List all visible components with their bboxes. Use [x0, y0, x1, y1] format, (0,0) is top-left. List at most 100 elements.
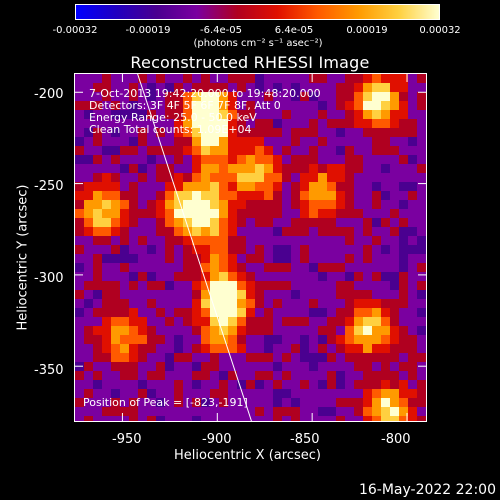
- heatmap-cell: [192, 173, 201, 182]
- heatmap-cell: [75, 416, 84, 421]
- heatmap-cell: [318, 128, 327, 137]
- heatmap-cell: [417, 101, 426, 110]
- heatmap-cell: [210, 290, 219, 299]
- heatmap-cell: [192, 146, 201, 155]
- heatmap-cell: [219, 335, 228, 344]
- heatmap-cell: [381, 182, 390, 191]
- heatmap-cell: [264, 371, 273, 380]
- heatmap-cell: [408, 236, 417, 245]
- heatmap-cell: [237, 380, 246, 389]
- heatmap-cell: [102, 155, 111, 164]
- heatmap-cell: [138, 92, 147, 101]
- heatmap-cell: [138, 200, 147, 209]
- heatmap-cell: [318, 353, 327, 362]
- heatmap-cell: [102, 92, 111, 101]
- heatmap-cell: [390, 290, 399, 299]
- heatmap-cell: [291, 308, 300, 317]
- heatmap-cell: [408, 146, 417, 155]
- heatmap-cell: [264, 299, 273, 308]
- x-tick-label: -800: [381, 432, 411, 447]
- heatmap-cell: [183, 335, 192, 344]
- heatmap-cell: [372, 83, 381, 92]
- heatmap-cell: [381, 218, 390, 227]
- heatmap-cell: [399, 344, 408, 353]
- heatmap-cell: [201, 272, 210, 281]
- heatmap-cell: [237, 128, 246, 137]
- heatmap-cell: [417, 236, 426, 245]
- heatmap-cell: [327, 200, 336, 209]
- heatmap-cell: [399, 110, 408, 119]
- heatmap-cell: [174, 416, 183, 421]
- heatmap-cell: [111, 92, 120, 101]
- heatmap-cell: [291, 191, 300, 200]
- heatmap-cell: [210, 245, 219, 254]
- heatmap-cell: [282, 353, 291, 362]
- heatmap-cell: [246, 146, 255, 155]
- heatmap-cell: [318, 218, 327, 227]
- heatmap-cell: [111, 407, 120, 416]
- heatmap-cell: [201, 290, 210, 299]
- heatmap-cell: [399, 227, 408, 236]
- heatmap-cell: [291, 299, 300, 308]
- heatmap-cell: [381, 101, 390, 110]
- heatmap-cell: [354, 281, 363, 290]
- heatmap-cell: [129, 272, 138, 281]
- heatmap-cell: [309, 416, 318, 421]
- heatmap-cell: [363, 218, 372, 227]
- heatmap-cell: [156, 362, 165, 371]
- heatmap-cell: [120, 236, 129, 245]
- heatmap-cell: [300, 92, 309, 101]
- chart-title: Reconstructed RHESSI Image: [130, 53, 370, 72]
- heatmap-cell: [201, 353, 210, 362]
- heatmap-cell: [336, 146, 345, 155]
- heatmap-cell: [273, 326, 282, 335]
- heatmap-cell: [372, 182, 381, 191]
- heatmap-cell: [354, 299, 363, 308]
- heatmap-cell: [390, 380, 399, 389]
- heatmap-cell: [174, 290, 183, 299]
- heatmap-cell: [120, 398, 129, 407]
- heatmap-cell: [336, 110, 345, 119]
- heatmap-cell: [246, 254, 255, 263]
- heatmap-cell: [228, 209, 237, 218]
- heatmap-cell: [84, 263, 93, 272]
- heatmap-cell: [300, 200, 309, 209]
- heatmap-cell: [417, 263, 426, 272]
- heatmap-cell: [201, 254, 210, 263]
- colorbar-tick-label: 0.00019: [346, 25, 388, 36]
- heatmap-cell: [138, 299, 147, 308]
- heatmap-cell: [309, 398, 318, 407]
- heatmap-cell: [192, 389, 201, 398]
- heatmap-cell: [309, 371, 318, 380]
- heatmap-cell: [246, 290, 255, 299]
- heatmap-cell: [408, 416, 417, 421]
- heatmap-cell: [309, 119, 318, 128]
- heatmap-cell: [309, 281, 318, 290]
- heatmap-cell: [219, 263, 228, 272]
- heatmap-cell: [75, 380, 84, 389]
- heatmap-cell: [300, 398, 309, 407]
- heatmap-cell: [264, 200, 273, 209]
- heatmap-cell: [381, 344, 390, 353]
- heatmap-cell: [336, 101, 345, 110]
- heatmap-cell: [327, 137, 336, 146]
- heatmap-cell: [93, 371, 102, 380]
- heatmap-cell: [372, 281, 381, 290]
- heatmap-cell: [102, 74, 111, 83]
- heatmap-cell: [246, 209, 255, 218]
- heatmap-cell: [93, 254, 102, 263]
- heatmap-cell: [147, 299, 156, 308]
- heatmap-cell: [120, 380, 129, 389]
- heatmap-cell: [183, 101, 192, 110]
- heatmap-cell: [102, 380, 111, 389]
- heatmap-cell: [174, 164, 183, 173]
- heatmap-cell: [120, 254, 129, 263]
- heatmap-cell: [345, 200, 354, 209]
- heatmap-cell: [174, 236, 183, 245]
- heatmap-cell: [120, 146, 129, 155]
- heatmap-cell: [327, 209, 336, 218]
- heatmap-cell: [210, 182, 219, 191]
- heatmap-cell: [282, 146, 291, 155]
- heatmap-cell: [129, 218, 138, 227]
- heatmap-cell: [300, 335, 309, 344]
